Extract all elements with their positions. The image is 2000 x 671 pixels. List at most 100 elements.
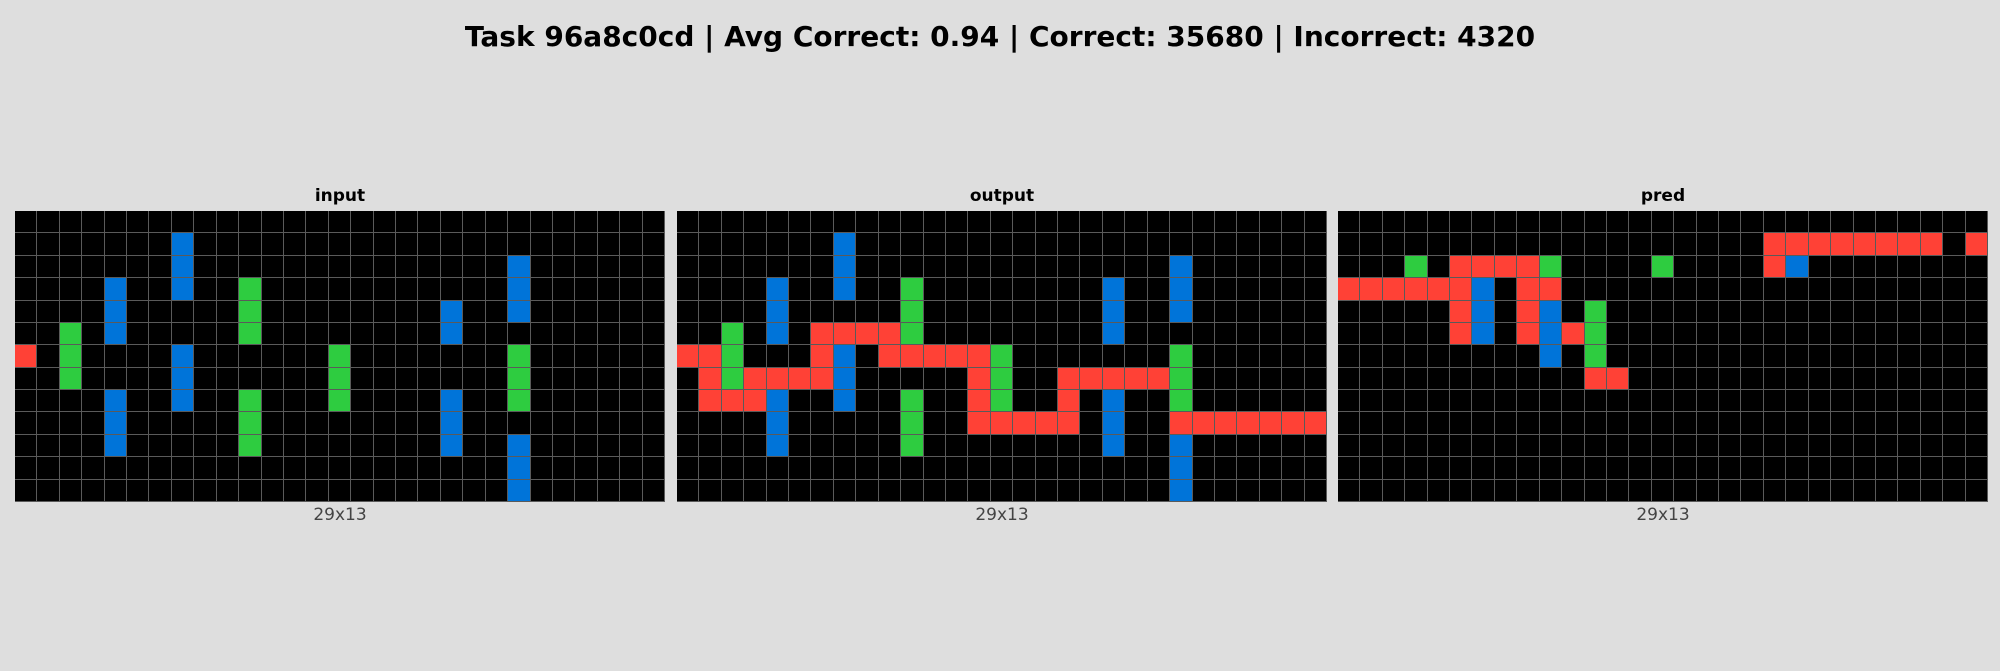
grid-cell <box>1259 322 1283 346</box>
grid-cell <box>1965 322 1988 346</box>
grid-cell <box>766 367 790 391</box>
grid-cell <box>620 390 643 413</box>
grid-cell <box>1562 322 1585 346</box>
grid-cell <box>37 300 60 323</box>
grid-cell <box>744 322 767 346</box>
grid-cell <box>1875 457 1899 480</box>
grid-cell <box>396 412 419 435</box>
grid-cell <box>1763 300 1787 323</box>
grid-cell <box>1338 412 1361 435</box>
grid-cell <box>1853 412 1876 435</box>
grid-cell <box>1943 322 1966 346</box>
grid-cell <box>1943 300 1966 323</box>
grid-cell <box>373 434 397 458</box>
grid-cell <box>171 233 195 256</box>
grid-cell <box>463 367 486 391</box>
grid-cell <box>1943 390 1966 413</box>
grid-cell <box>878 345 902 368</box>
grid-cell <box>1853 457 1876 480</box>
grid-cell <box>1786 322 1809 346</box>
grid-cell <box>171 390 195 413</box>
grid-cell <box>1382 412 1406 435</box>
grid-cell <box>15 255 38 279</box>
grid-cell <box>1360 233 1383 256</box>
grid-cell <box>351 322 374 346</box>
grid-cell <box>440 300 464 323</box>
grid-cell <box>37 322 60 346</box>
grid-cell <box>418 412 441 435</box>
grid-cell <box>1629 233 1652 256</box>
grid-cell <box>15 211 38 234</box>
grid-cell <box>127 457 150 480</box>
grid-cell <box>1450 211 1473 234</box>
grid-cell <box>552 457 576 480</box>
grid-cell <box>1763 412 1787 435</box>
grid-cell <box>1719 255 1742 279</box>
grid-cell <box>1920 390 1944 413</box>
grid-cell <box>1943 434 1966 458</box>
grid-cell <box>373 367 397 391</box>
grid-cell <box>677 390 700 413</box>
grid-cell <box>1427 390 1451 413</box>
grid-cell <box>766 322 790 346</box>
grid-cell <box>508 367 531 391</box>
grid-cell <box>744 412 767 435</box>
grid-cell <box>856 479 879 502</box>
grid-cell <box>149 390 172 413</box>
grid-cell <box>789 322 812 346</box>
grid-cell <box>1853 479 1876 502</box>
grid-cell <box>37 233 60 256</box>
grid-cell <box>1147 300 1171 323</box>
grid-cell <box>1338 479 1361 502</box>
grid-cell <box>1147 412 1171 435</box>
grid-cell <box>1719 278 1742 301</box>
grid-cell <box>833 211 857 234</box>
grid-cell <box>82 390 105 413</box>
grid-cell <box>1259 255 1283 279</box>
grid-cell <box>620 457 643 480</box>
grid-cell <box>328 322 352 346</box>
grid-cell <box>1382 457 1406 480</box>
grid-cell <box>373 345 397 368</box>
grid-cell <box>1058 233 1081 256</box>
grid-cell <box>642 390 665 413</box>
grid-cell <box>1494 278 1518 301</box>
grid-cell <box>1214 300 1238 323</box>
grid-cell <box>216 211 240 234</box>
grid-cell <box>552 345 576 368</box>
grid-cell <box>1786 390 1809 413</box>
grid-cell <box>1875 233 1899 256</box>
grid-cell <box>575 479 598 502</box>
grid-cell <box>1651 367 1675 391</box>
grid-cell <box>789 390 812 413</box>
grid-cell <box>1214 255 1238 279</box>
grid-cell <box>1338 367 1361 391</box>
grid-cell <box>508 255 531 279</box>
grid-cell <box>1427 278 1451 301</box>
grid-cell <box>1584 412 1607 435</box>
grid-cell <box>968 345 991 368</box>
grid-cell <box>1494 233 1518 256</box>
grid-cell <box>1472 434 1495 458</box>
grid-cell <box>1808 300 1832 323</box>
grid-cell <box>82 367 105 391</box>
grid-cell <box>351 278 374 301</box>
grid-cell <box>1606 345 1630 368</box>
grid-cell <box>642 367 665 391</box>
grid-cell <box>1102 255 1126 279</box>
grid-cell <box>463 479 486 502</box>
grid-cell <box>306 434 329 458</box>
grid-cell <box>1450 322 1473 346</box>
grid-cell <box>642 233 665 256</box>
grid-size-label: 29x13 <box>313 505 367 525</box>
grid-cell <box>15 300 38 323</box>
grid-cell <box>1338 255 1361 279</box>
grid-cell <box>1898 457 1921 480</box>
grid-cell <box>396 255 419 279</box>
grid-cell <box>1170 322 1193 346</box>
grid-cell <box>1875 412 1899 435</box>
grid-cell <box>677 434 700 458</box>
grid-cell <box>328 233 352 256</box>
grid-cell <box>328 300 352 323</box>
grid-cell <box>1606 479 1630 502</box>
